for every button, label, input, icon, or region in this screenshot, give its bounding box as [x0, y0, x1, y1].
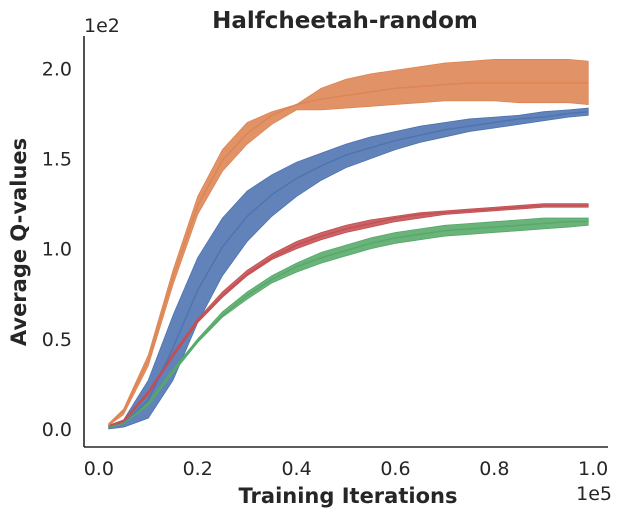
series-lines	[108, 82, 589, 428]
x-axis-title: Training Iterations	[239, 484, 458, 508]
x-tick-label: 1.0	[578, 458, 608, 480]
x-tick-label: 0.8	[479, 458, 509, 480]
band-blue	[108, 107, 589, 430]
band-red	[108, 203, 589, 428]
series-bands	[108, 59, 589, 430]
line-green	[108, 220, 589, 428]
y-tick-label: 0.5	[42, 329, 72, 351]
y-tick-label: 1.0	[42, 239, 72, 261]
x-tick-label: 0.0	[84, 458, 114, 480]
y-ticks: 0.0 0.5 1.0 1.5 2.0	[42, 58, 72, 441]
line-blue	[108, 110, 589, 428]
x-tick-label: 0.2	[183, 458, 213, 480]
chart-title: Halfcheetah-random	[212, 8, 478, 34]
y-tick-label: 2.0	[42, 58, 72, 80]
y-exponent-label: 1e2	[84, 15, 120, 37]
x-tick-label: 0.4	[281, 458, 311, 480]
band-orange	[108, 59, 589, 427]
y-tick-label: 1.5	[42, 149, 72, 171]
y-tick-label: 0.0	[42, 419, 72, 441]
x-tick-label: 0.6	[380, 458, 410, 480]
x-ticks: 0.0 0.2 0.4 0.6 0.8 1.0	[84, 458, 609, 480]
x-exponent-label: 1e5	[576, 483, 612, 505]
axes	[83, 36, 608, 448]
y-axis-title: Average Q-values	[7, 138, 31, 346]
line-red	[108, 204, 589, 428]
line-orange	[108, 82, 589, 426]
